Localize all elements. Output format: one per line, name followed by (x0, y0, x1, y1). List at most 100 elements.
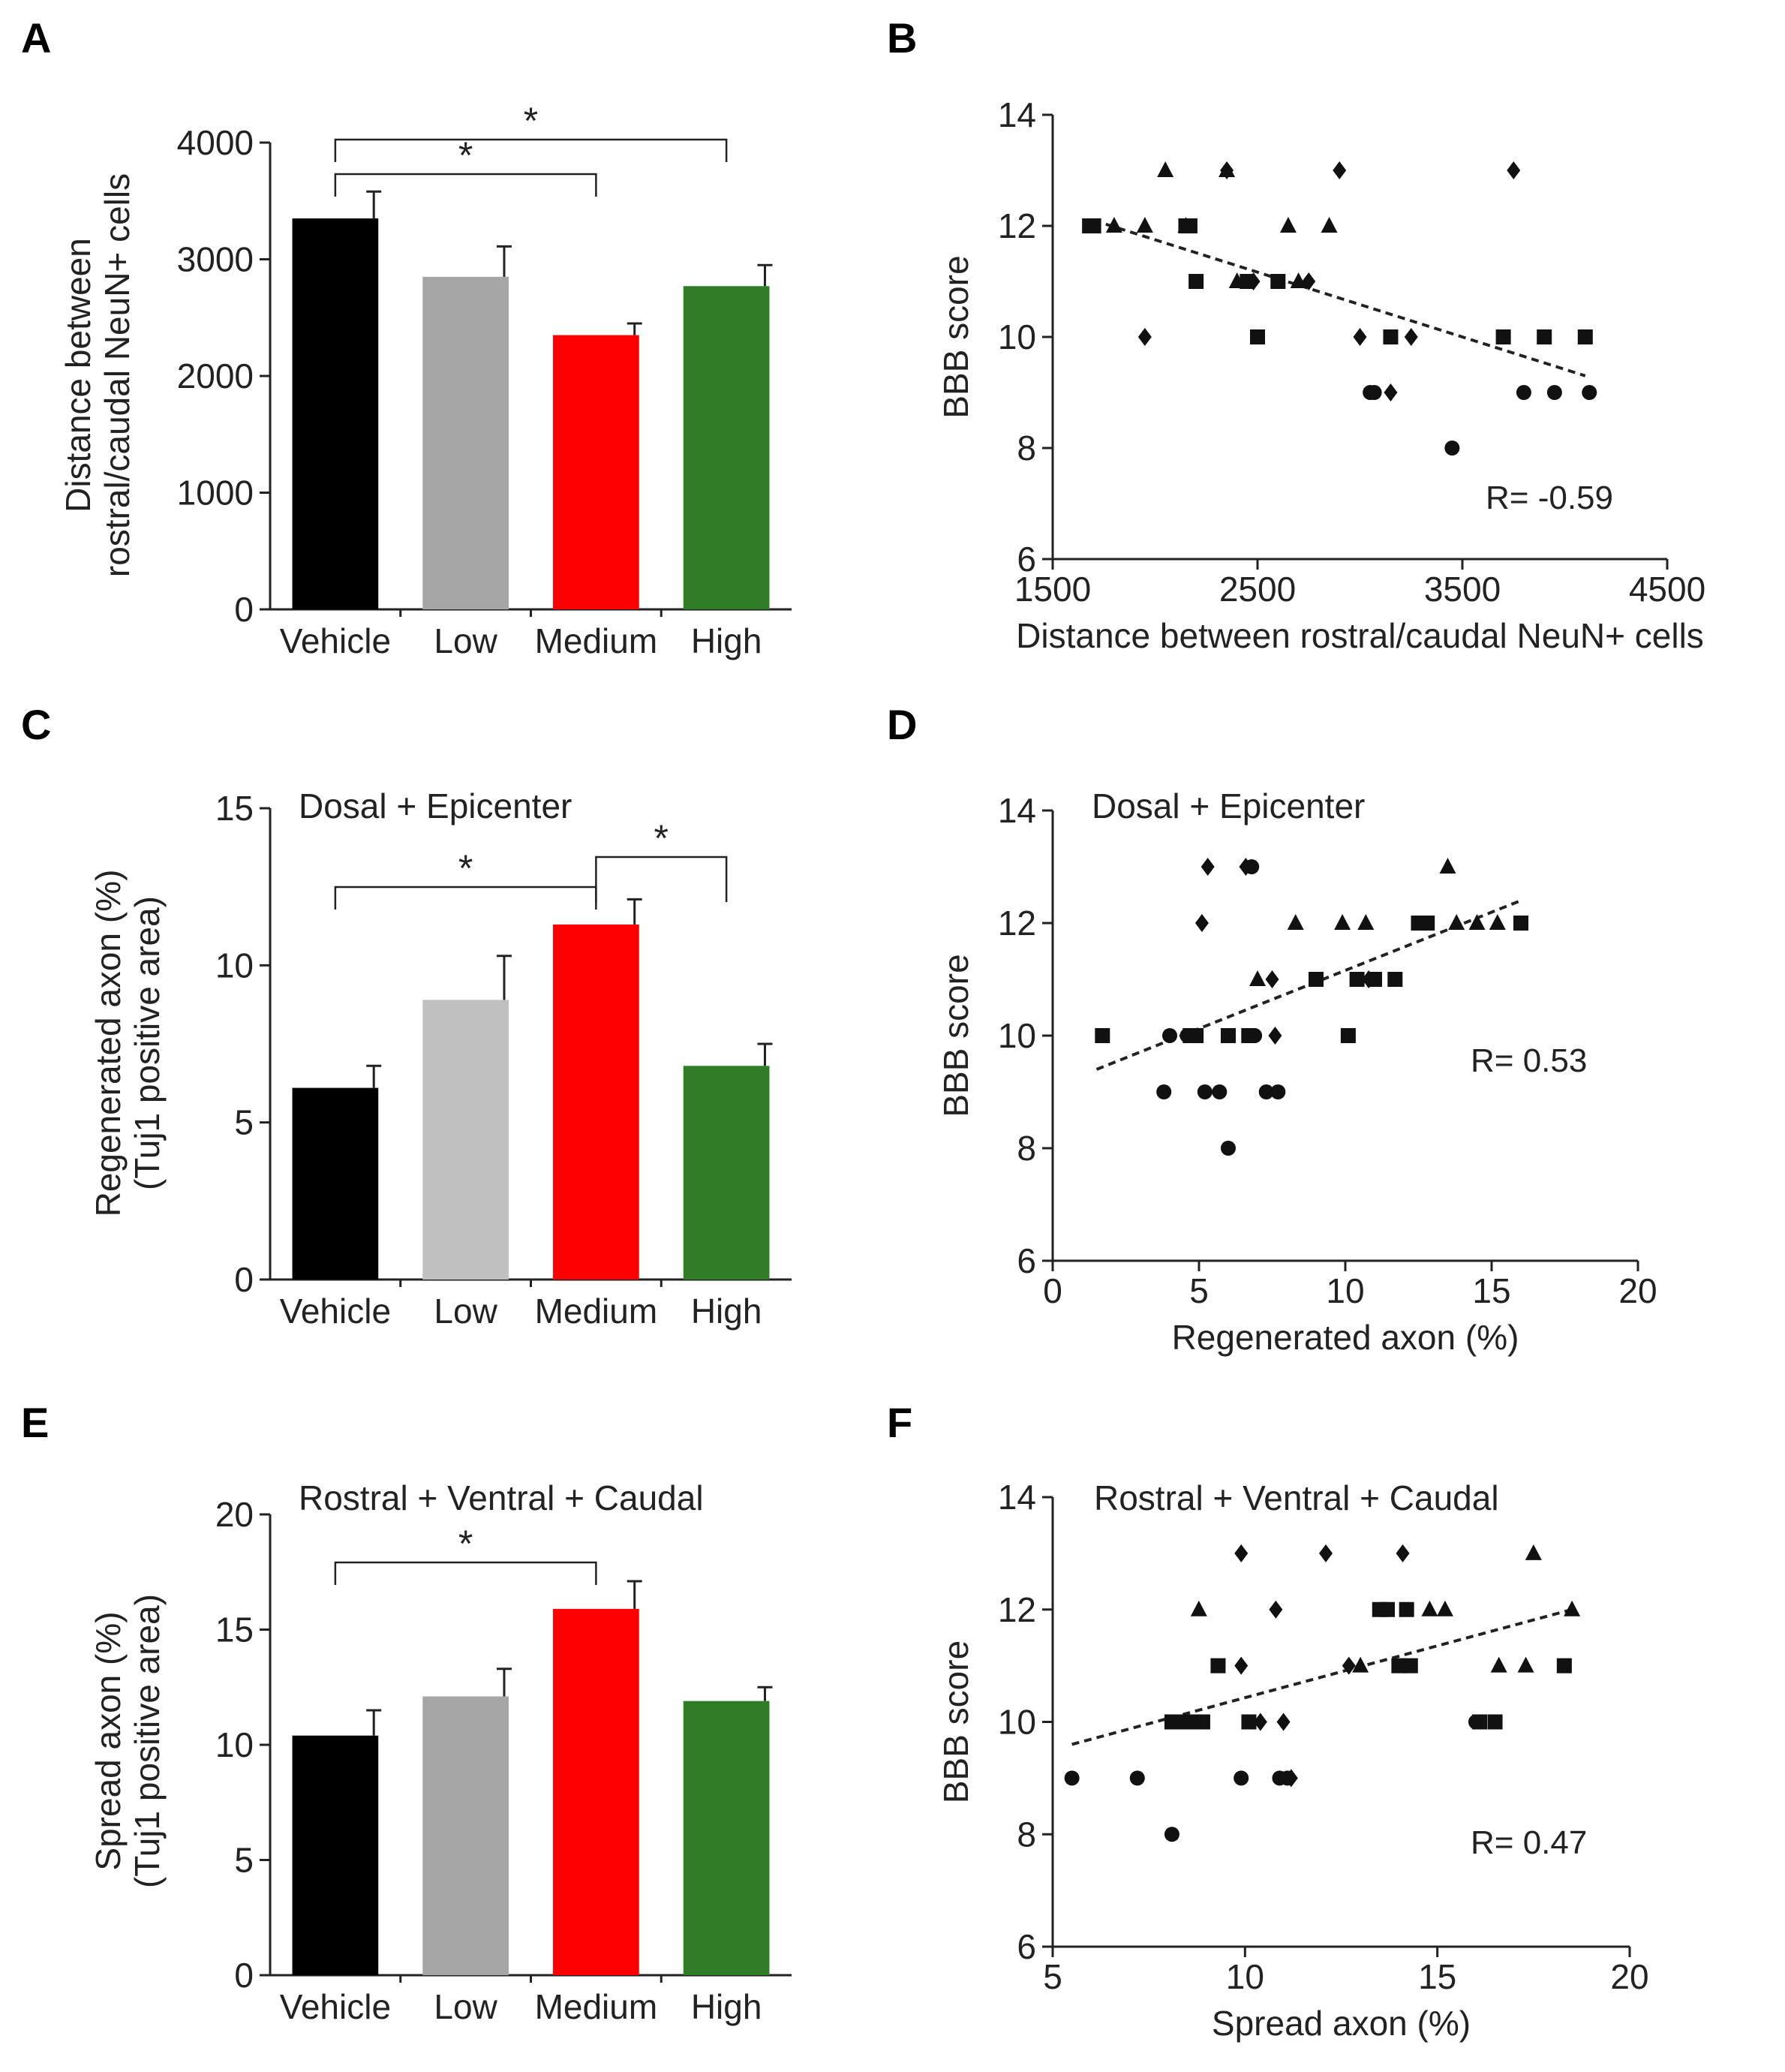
point-square (1402, 1658, 1418, 1674)
bar-vehicle (292, 1735, 379, 1975)
point-diamond (1246, 272, 1261, 290)
x-axis-title: Spread axon (%) (1212, 2004, 1471, 2043)
point-circle (1444, 441, 1460, 456)
point-square (1210, 1658, 1226, 1674)
point-triangle (1105, 217, 1122, 233)
point-circle (1064, 1770, 1080, 1786)
chart-title: Dosal + Epicenter (1092, 786, 1365, 825)
correlation-label: R= 0.53 (1471, 1042, 1587, 1079)
panel-f-scatter-plot: Rostral + Ventral + Caudal 6 8 10 12 14 5 10 15 2… (936, 1478, 1649, 2043)
point-diamond (1201, 858, 1215, 876)
point-square (1391, 1658, 1407, 1674)
point-circle (1197, 1084, 1213, 1099)
y-axis-title: (Tuj1 positive area) (128, 896, 167, 1190)
point-triangle (1436, 1600, 1453, 1616)
y-tick-label: 10 (998, 1016, 1036, 1055)
point-circle (1582, 385, 1597, 400)
point-square (1349, 972, 1365, 987)
y-tick-label: 5 (234, 1841, 254, 1880)
bar-low (422, 276, 509, 609)
y-tick-label: 5 (234, 1103, 254, 1142)
y-tick-label: 15 (215, 789, 254, 828)
point-square (1095, 1028, 1110, 1043)
error-bar-vehicle (366, 190, 382, 219)
point-triangle (1287, 914, 1304, 930)
point-square (1577, 329, 1593, 344)
point-circle (1244, 859, 1260, 874)
y-tick-label: 6 (1017, 540, 1036, 579)
bar-high (683, 1066, 770, 1280)
chart-title: Dosal + Epicenter (299, 786, 572, 825)
bar-vehicle (292, 218, 379, 609)
chart-title: Rostral + Ventral + Caudal (299, 1478, 704, 1517)
x-tick-label: 3500 (1424, 570, 1501, 609)
y-axis-title: Regenerated axon (%) (89, 870, 128, 1217)
x-tick-label: 4500 (1629, 570, 1705, 609)
point-triangle (1517, 1656, 1534, 1673)
y-tick-label: 0 (234, 1260, 254, 1299)
significance-star: * (458, 1523, 473, 1565)
y-axis-title: BBB score (936, 954, 975, 1117)
point-square (1309, 972, 1324, 987)
x-tick-label: 10 (1226, 1957, 1264, 1996)
point-triangle (1321, 217, 1338, 233)
y-tick-label: 1000 (177, 474, 254, 513)
bar-low (422, 1000, 509, 1280)
significance-bracket (334, 138, 728, 162)
point-triangle (1490, 1656, 1507, 1673)
point-square (1182, 218, 1198, 233)
bar-medium (553, 924, 639, 1280)
y-tick-label: 8 (1017, 429, 1036, 468)
bar-low (422, 1696, 509, 1975)
y-axis-title: Spread axon (%) (89, 1611, 128, 1870)
y-axis-title: Distance between (59, 238, 98, 513)
error-bar-low (496, 955, 512, 1000)
point-triangle (1352, 1656, 1369, 1673)
point-triangle (1421, 1600, 1438, 1616)
y-tick-label: 0 (234, 1956, 254, 1995)
x-tick-label: 20 (1618, 1271, 1657, 1310)
point-diamond (1384, 383, 1398, 401)
point-triangle (1468, 914, 1486, 930)
x-tick-label: 5 (1043, 1957, 1062, 1996)
x-tick-label: 20 (1610, 1957, 1648, 1996)
x-tick-label: 5 (1189, 1271, 1209, 1310)
point-diamond (1507, 161, 1521, 179)
point-square (1420, 916, 1435, 931)
error-bar-medium (627, 322, 642, 335)
y-tick-label: 14 (998, 1478, 1036, 1517)
point-diamond (1276, 1713, 1291, 1731)
y-tick-label: 10 (998, 1703, 1036, 1742)
y-tick-label: 14 (998, 95, 1036, 134)
point-circle (1546, 385, 1562, 400)
y-axis-title: (Tuj1 positive area) (128, 1594, 167, 1888)
correlation-label: R= 0.47 (1471, 1824, 1587, 1861)
x-tick-label: High (691, 1292, 762, 1331)
x-tick-label: 2500 (1219, 570, 1296, 609)
chart-title: Rostral + Ventral + Caudal (1094, 1478, 1499, 1517)
point-circle (1258, 1084, 1274, 1099)
point-square (1270, 274, 1286, 289)
significance-bracket (334, 1561, 597, 1585)
point-diamond (1234, 1544, 1249, 1562)
point-circle (1179, 1028, 1195, 1043)
y-tick-label: 8 (1017, 1129, 1036, 1168)
point-circle (1156, 1084, 1172, 1099)
point-circle (1234, 1770, 1249, 1786)
point-square (1188, 274, 1204, 289)
y-tick-label: 10 (215, 946, 254, 985)
point-square (1556, 1658, 1572, 1674)
point-circle (1279, 1770, 1295, 1786)
x-tick-label: Medium (535, 1987, 658, 2026)
point-diamond (1404, 328, 1418, 346)
point-diamond (1137, 328, 1152, 346)
point-triangle (1564, 1600, 1581, 1616)
x-tick-label: 15 (1472, 1271, 1510, 1310)
point-square (1241, 1714, 1257, 1730)
x-tick-label: High (691, 1987, 762, 2026)
y-tick-label: 20 (215, 1495, 254, 1534)
point-square (1487, 1714, 1503, 1730)
point-circle (1247, 1028, 1263, 1043)
y-tick-label: 3000 (177, 240, 254, 279)
x-axis-title: Regenerated axon (%) (1172, 1318, 1519, 1357)
